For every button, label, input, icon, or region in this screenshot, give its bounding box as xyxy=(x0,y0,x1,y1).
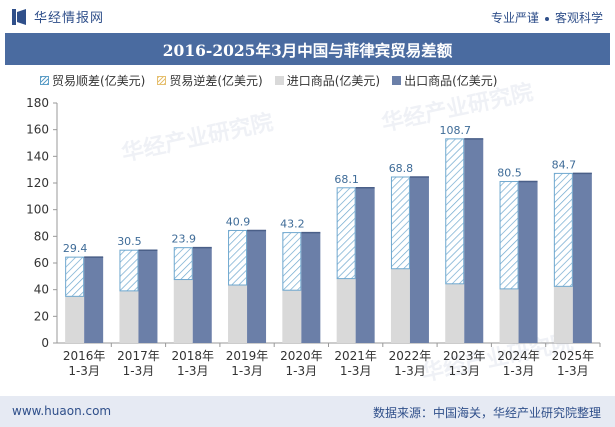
legend-swatch-deficit xyxy=(157,76,167,85)
x-tick-label: 2022年 xyxy=(389,349,432,363)
bar-import xyxy=(119,290,139,343)
legend-label-surplus: 贸易顺差(亿美元) xyxy=(52,74,146,88)
legend: 贸易顺差(亿美元) 贸易逆差(亿美元) 进口商品(亿美元) 出口商品(亿美元) xyxy=(40,72,510,89)
legend-item-import[interactable]: 进口商品(亿美元) xyxy=(274,72,381,89)
x-tick-label: 2016年 xyxy=(63,349,106,363)
legend-label-deficit: 贸易逆差(亿美元) xyxy=(169,74,263,88)
bar-export xyxy=(355,187,375,343)
bar-export xyxy=(84,257,104,343)
footer-source: 数据来源：中国海关，华经产业研究院整理 xyxy=(372,406,601,420)
legend-swatch-surplus xyxy=(40,76,49,85)
bar-surplus xyxy=(445,138,465,285)
x-tick-label: 1-3月 xyxy=(394,364,426,378)
x-tick-label: 1-3月 xyxy=(340,364,372,378)
bar-import xyxy=(499,288,519,343)
title-band: 2016-2025年3月中国与菲律宾贸易差额 xyxy=(5,33,610,65)
bar-export xyxy=(301,232,321,343)
x-tick-label: 1-3月 xyxy=(557,364,589,378)
surplus-data-label: 80.5 xyxy=(497,167,522,180)
bar-surplus xyxy=(65,256,85,297)
brand-name: 华经情报网 xyxy=(34,11,105,26)
y-tick-label: 120 xyxy=(26,176,49,190)
legend-item-surplus[interactable]: 贸易顺差(亿美元) xyxy=(40,72,145,89)
x-tick-label: 2021年 xyxy=(334,349,377,363)
x-tick-label: 1-3月 xyxy=(231,364,263,378)
surplus-data-label: 108.7 xyxy=(440,124,472,137)
x-tick-label: 2024年 xyxy=(497,349,540,363)
footer-bar: www.huaon.com 数据来源：中国海关，华经产业研究院整理 xyxy=(0,396,615,427)
x-tick-label: 2017年 xyxy=(117,349,160,363)
legend-label-import: 进口商品(亿美元) xyxy=(286,74,381,88)
x-tick-label: 2020年 xyxy=(280,349,323,363)
bar-surplus xyxy=(119,249,139,292)
legend-label-export: 出口商品(亿美元) xyxy=(404,74,498,88)
legend-item-deficit[interactable]: 贸易逆差(亿美元) xyxy=(157,72,263,89)
bar-import xyxy=(390,268,410,343)
bar-surplus xyxy=(499,181,519,290)
bar-import xyxy=(445,283,465,343)
x-tick-label: 2025年 xyxy=(552,349,595,363)
bar-surplus xyxy=(390,176,410,270)
y-tick-label: 0 xyxy=(41,336,49,350)
bar-import xyxy=(228,285,248,343)
bar-import xyxy=(173,279,193,343)
x-tick-label: 2018年 xyxy=(171,349,214,363)
x-tick-label: 1-3月 xyxy=(286,364,318,378)
bar-import xyxy=(65,296,85,343)
y-tick-label: 60 xyxy=(34,256,49,270)
x-tick-label: 1-3月 xyxy=(448,364,480,378)
tagline: 专业严谨 客观科学 xyxy=(491,9,603,26)
y-tick-label: 80 xyxy=(34,229,49,243)
bar-surplus xyxy=(336,187,356,280)
surplus-data-label: 43.2 xyxy=(280,218,305,231)
surplus-data-label: 68.1 xyxy=(334,173,359,186)
brand[interactable]: 华经情报网 xyxy=(12,7,104,26)
bar-export xyxy=(518,181,538,343)
bar-surplus xyxy=(553,172,573,287)
top-bar: 华经情报网 专业严谨 客观科学 xyxy=(0,0,615,32)
legend-item-export[interactable]: 出口商品(亿美元) xyxy=(392,72,498,89)
legend-swatch-export xyxy=(392,76,402,85)
y-tick-label: 180 xyxy=(26,96,49,110)
bar-export xyxy=(572,173,592,343)
y-tick-label: 140 xyxy=(26,149,49,163)
y-tick-label: 100 xyxy=(26,203,49,217)
bar-import xyxy=(282,290,302,343)
bar-surplus xyxy=(282,232,302,291)
y-tick-label: 40 xyxy=(34,283,49,297)
bar-export xyxy=(138,250,158,343)
x-tick-label: 1-3月 xyxy=(123,364,155,378)
surplus-data-label: 29.4 xyxy=(63,242,88,255)
y-tick-label: 160 xyxy=(26,123,49,137)
surplus-data-label: 23.9 xyxy=(172,233,197,246)
x-tick-label: 1-3月 xyxy=(503,364,535,378)
surplus-data-label: 68.8 xyxy=(389,162,414,175)
bar-export xyxy=(464,138,484,343)
bar-export xyxy=(247,230,267,343)
brand-logo-icon xyxy=(12,8,26,25)
y-tick-label: 20 xyxy=(34,309,49,323)
x-tick-label: 2019年 xyxy=(226,349,269,363)
surplus-data-label: 84.7 xyxy=(552,158,577,171)
tagline-left: 专业严谨 xyxy=(490,11,539,25)
bar-import xyxy=(553,286,573,343)
chart-title: 2016-2025年3月中国与菲律宾贸易差额 xyxy=(162,41,453,60)
surplus-data-label: 30.5 xyxy=(117,235,142,248)
bar-surplus xyxy=(228,229,248,286)
bar-surplus xyxy=(173,247,193,281)
footer-url[interactable]: www.huaon.com xyxy=(12,404,112,418)
bar-export xyxy=(409,177,429,343)
x-tick-label: 1-3月 xyxy=(68,364,100,378)
bar-export xyxy=(192,247,212,343)
legend-swatch-import xyxy=(274,76,284,85)
x-tick-label: 2023年 xyxy=(443,349,486,363)
dot-separator-icon xyxy=(544,16,549,21)
bar-import xyxy=(336,278,356,343)
x-tick-label: 1-3月 xyxy=(177,364,209,378)
surplus-data-label: 40.9 xyxy=(226,215,251,228)
tagline-right: 客观科学 xyxy=(554,11,603,25)
